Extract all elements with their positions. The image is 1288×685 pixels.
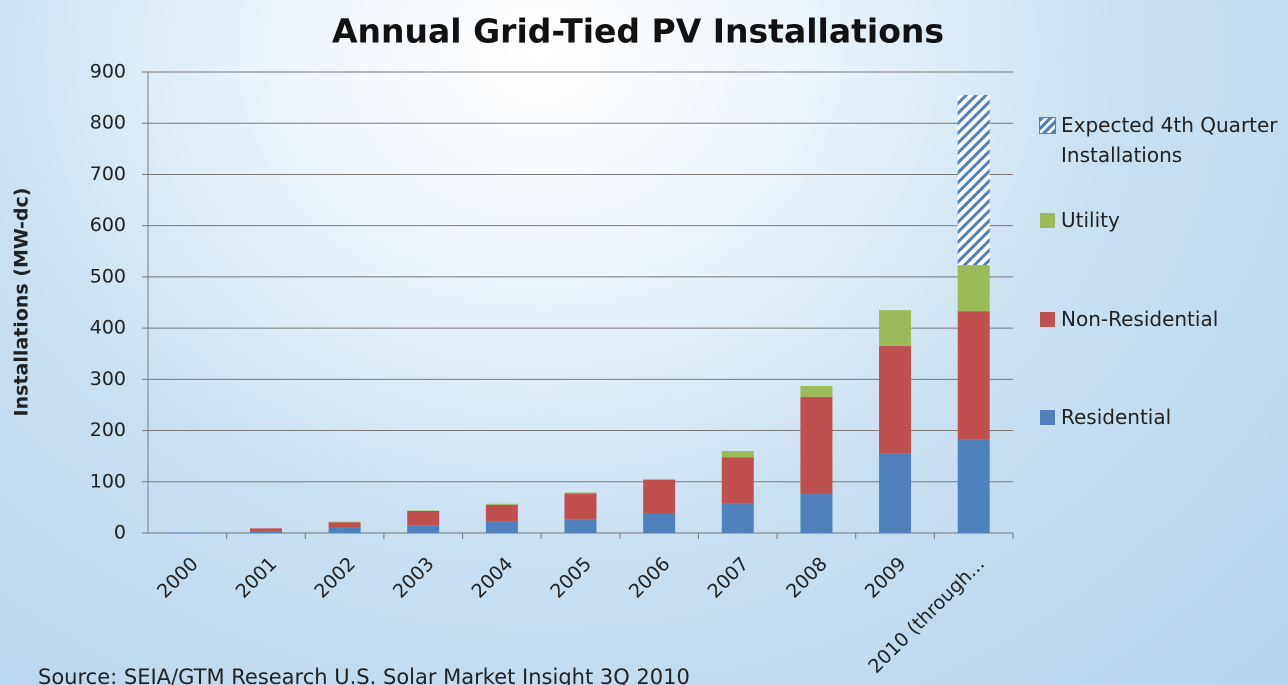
y-tick-label: 300 <box>90 368 126 390</box>
legend-item: Residential <box>1040 402 1285 432</box>
bar-segment <box>721 503 754 533</box>
y-tick-label: 800 <box>90 112 126 134</box>
legend-label: Utility <box>1061 208 1120 232</box>
bar-segment <box>879 453 912 533</box>
bar-segment <box>485 521 518 533</box>
bar-segment <box>879 346 912 454</box>
x-tick-label: 2004 <box>468 553 518 603</box>
bar-segment <box>328 522 361 528</box>
bar-segment <box>249 530 282 533</box>
bar-segment <box>721 457 754 504</box>
bar-segment <box>800 396 833 495</box>
x-tick-label: 2003 <box>389 553 439 603</box>
y-tick-label: 700 <box>90 163 126 185</box>
bar-segment <box>249 528 282 531</box>
legend-label: Expected 4th Quarter Installations <box>1061 113 1278 167</box>
legend-label: Residential <box>1061 405 1172 429</box>
y-axis-label: Installations (MW-dc) <box>11 188 33 417</box>
x-tick-label: 2001 <box>232 553 282 603</box>
legend-swatch <box>1039 117 1056 134</box>
bar-segment <box>564 493 597 520</box>
bar-segment <box>957 95 990 266</box>
bar-segment <box>407 510 440 526</box>
y-tick-label: 400 <box>90 317 126 339</box>
bar-segment <box>407 525 440 533</box>
x-tick-label: 2005 <box>546 553 596 603</box>
legend-item: Expected 4th Quarter Installations <box>1039 110 1285 170</box>
x-tick-label: 2009 <box>861 553 911 603</box>
source-note: Source: SEIA/GTM Research U.S. Solar Mar… <box>38 665 690 685</box>
bar-segment <box>957 439 990 533</box>
bar-segment <box>485 503 518 505</box>
legend-item: Non-Residential <box>1040 304 1285 334</box>
bar-segment <box>800 494 833 533</box>
x-tick-label: 2007 <box>703 553 753 603</box>
bar-segment <box>800 385 833 397</box>
bar-segment <box>643 479 676 514</box>
x-tick-label: 2002 <box>310 553 360 603</box>
x-tick-label: 2008 <box>782 553 832 603</box>
legend-item: Utility <box>1040 205 1285 235</box>
y-tick-label: 900 <box>90 61 126 83</box>
bar-segment <box>564 492 597 494</box>
legend-swatch <box>1040 410 1055 425</box>
bar-segment <box>721 451 754 458</box>
x-tick-label: 2006 <box>625 553 675 603</box>
bar-segment <box>957 311 990 440</box>
bar-segment <box>564 519 597 533</box>
bar-segment <box>643 479 676 480</box>
x-tick-label: 2000 <box>153 553 203 603</box>
legend-label: Non-Residential <box>1061 307 1219 331</box>
bar-segment <box>328 527 361 533</box>
y-tick-label: 100 <box>90 470 126 492</box>
bar-segment <box>485 504 518 522</box>
y-tick-label: 200 <box>90 419 126 441</box>
y-tick-label: 500 <box>90 265 126 287</box>
bar-segment <box>957 265 990 312</box>
legend-swatch <box>1040 213 1055 228</box>
bar-segment <box>171 532 204 533</box>
bar-segment <box>643 513 676 533</box>
bar-segment <box>879 310 912 347</box>
chart-title: Annual Grid-Tied PV Installations <box>332 12 944 51</box>
bar-segment <box>407 510 440 511</box>
bar-segment <box>328 521 361 523</box>
y-tick-label: 600 <box>90 214 126 236</box>
y-tick-label: 0 <box>114 522 126 544</box>
legend-swatch <box>1040 312 1055 327</box>
